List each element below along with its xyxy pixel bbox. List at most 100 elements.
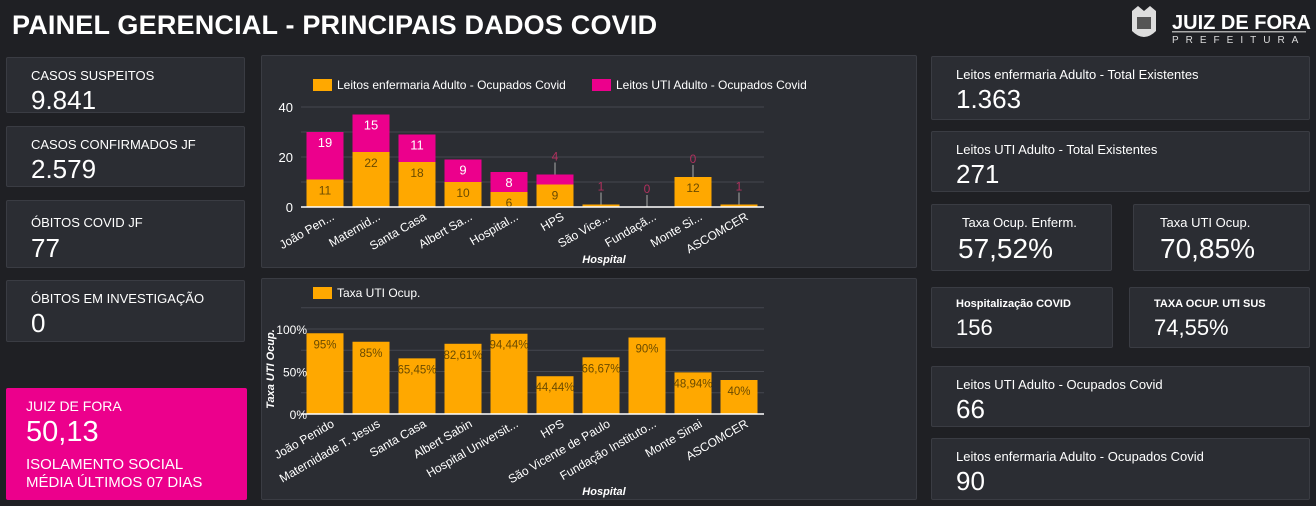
bar-label: 90% [635, 344, 658, 356]
logo-main: JUIZ DE FORA [1172, 12, 1311, 34]
kpi-value: 1.363 [956, 84, 1022, 114]
kpi-label: Taxa UTI Ocup. [1160, 215, 1251, 230]
kpi-label: ÓBITOS EM INVESTIGAÇÃO [31, 291, 205, 306]
legend-swatch [313, 287, 332, 299]
bar-label-uti: 0 [644, 182, 651, 196]
chart-leitos-ocupados: Leitos enfermaria Adulto - Ocupados Covi… [261, 55, 917, 268]
bar-label-enfermaria: 9 [552, 189, 559, 203]
kpi-hospitalizacao: Hospitalização COVID 156 [931, 287, 1113, 348]
kpi-uti-ocupados: Leitos UTI Adulto - Ocupados Covid 66 [931, 366, 1310, 427]
bar-label: 40% [727, 386, 750, 398]
isolamento-card: JUIZ DE FORA 50,13 ISOLAMENTO SOCIAL MÉDI… [6, 388, 247, 500]
bar-uti [306, 132, 344, 180]
y-tick-label: 0% [290, 408, 308, 422]
x-axis-title: Hospital [582, 254, 626, 266]
bar-label-uti: 1 [736, 180, 743, 194]
kpi-value: 271 [956, 159, 1000, 189]
bar-taxa-uti [536, 376, 574, 414]
bar-uti [536, 174, 574, 185]
kpi-label: TAXA OCUP. UTI SUS [1154, 298, 1266, 310]
kpi-casos-confirmados: CASOS CONFIRMADOS JF 2.579 [6, 126, 245, 187]
y-axis-title: Taxa UTI Ocup. [265, 329, 277, 409]
kpi-label: Taxa Ocup. Enferm. [962, 215, 1077, 230]
kpi-label: Hospitalização COVID [956, 298, 1071, 310]
bar-label: 82,61% [443, 350, 482, 362]
kpi-value: 66 [956, 394, 985, 424]
y-tick-label: 20 [279, 150, 293, 165]
bar-enfermaria [582, 204, 620, 207]
bar-taxa-uti [582, 357, 620, 414]
bar-enfermaria [536, 184, 574, 207]
x-tick-label: HPS [538, 209, 566, 233]
isolamento-sub2: MÉDIA ÚLTIMOS 07 DIAS [26, 474, 203, 491]
bar-taxa-uti [398, 358, 436, 414]
bar-label: 95% [313, 339, 336, 351]
kpi-value: 156 [956, 315, 993, 340]
legend-label-enfermaria: Leitos enfermaria Adulto - Ocupados Covi… [337, 78, 566, 92]
x-tick-label: São Vice... [555, 209, 612, 250]
x-axis-title: Hospital [582, 486, 626, 498]
coat-of-arms-icon: JUIZ DE FORA PREFEITURA [1132, 6, 1311, 46]
isolamento-sub1: ISOLAMENTO SOCIAL [26, 456, 184, 473]
kpi-uti-total: Leitos UTI Adulto - Total Existentes 271 [931, 131, 1310, 192]
kpi-label: Leitos enfermaria Adulto - Ocupados Covi… [956, 449, 1204, 464]
logo-sub: PREFEITURA [1172, 35, 1305, 45]
bar-taxa-uti [490, 333, 528, 414]
kpi-taxa-uti-sus: TAXA OCUP. UTI SUS 74,55% [1129, 287, 1310, 348]
kpi-obitos: ÓBITOS COVID JF 77 [6, 200, 245, 268]
y-tick-label: 40 [279, 100, 293, 115]
bar-label-uti: 8 [505, 175, 512, 190]
bar-taxa-uti [720, 380, 758, 414]
bar-enfermaria [490, 192, 528, 207]
kpi-label: Leitos UTI Adulto - Ocupados Covid [956, 377, 1163, 392]
bar-taxa-uti [306, 333, 344, 414]
legend-label-uti: Leitos UTI Adulto - Ocupados Covid [616, 78, 807, 92]
bar-enfermaria [674, 177, 712, 207]
bar-label-uti: 0 [690, 152, 697, 166]
kpi-enf-total: Leitos enfermaria Adulto - Total Existen… [931, 56, 1310, 120]
kpi-casos-suspeitos: CASOS SUSPEITOS 9.841 [6, 57, 245, 115]
bar-taxa-uti [444, 343, 482, 414]
legend-swatch-enfermaria [313, 79, 332, 91]
legend-label: Taxa UTI Ocup. [337, 286, 420, 300]
bar-label-enfermaria: 10 [456, 186, 470, 200]
bar-label: 85% [359, 348, 382, 360]
bar-uti [444, 159, 482, 182]
bar-label: 48,94% [673, 378, 712, 390]
bar-enfermaria [352, 152, 390, 207]
bar-enfermaria [444, 182, 482, 207]
x-tick-label: Hospital... [467, 209, 520, 248]
kpi-value: 0 [31, 308, 46, 338]
kpi-value: 77 [31, 233, 60, 263]
kpi-value: 9.841 [31, 85, 97, 115]
bar-label-uti: 1 [598, 180, 605, 194]
isolamento-value: 50,13 [26, 416, 99, 448]
kpi-label: Leitos UTI Adulto - Total Existentes [956, 142, 1158, 157]
bar-label-enfermaria: 11 [319, 184, 332, 198]
bar-taxa-uti [674, 372, 712, 414]
bar-label-uti: 11 [410, 138, 424, 153]
isolamento-sub: ISOLAMENTO SOCIAL MÉDIA ÚLTIMOS 07 DIAS [26, 456, 202, 492]
bar-label: 44,44% [535, 382, 574, 394]
legend-swatch-uti [592, 79, 611, 91]
x-tick-label: João Pen... [277, 209, 337, 251]
bar-uti [490, 172, 528, 192]
bar-enfermaria [398, 162, 436, 207]
bar-label-enfermaria: 18 [410, 166, 424, 180]
bar-label-uti: 4 [552, 150, 559, 164]
kpi-taxa-enf: Taxa Ocup. Enferm. 57,52% [931, 204, 1112, 271]
kpi-label: ÓBITOS COVID JF [31, 215, 143, 230]
chart-taxa-uti: Taxa UTI Ocup. 0% 50% 100% Taxa UTI Ocup. 95%… [261, 278, 917, 500]
kpi-enf-ocupados: Leitos enfermaria Adulto - Ocupados Covi… [931, 438, 1310, 500]
kpi-label: CASOS SUSPEITOS [31, 68, 155, 83]
kpi-value: 70,85% [1160, 233, 1255, 264]
kpi-label: CASOS CONFIRMADOS JF [31, 137, 196, 152]
bar-label-uti: 19 [318, 135, 332, 150]
kpi-obitos-investigacao: ÓBITOS EM INVESTIGAÇÃO 0 [6, 280, 245, 342]
bar-enfermaria [720, 204, 758, 207]
y-tick-label: 100% [276, 323, 307, 337]
kpi-value: 90 [956, 466, 985, 496]
kpi-value: 57,52% [958, 233, 1053, 264]
juiz-de-fora-logo: JUIZ DE FORA PREFEITURA [1128, 3, 1313, 46]
bar-label-uti: 15 [364, 118, 378, 133]
